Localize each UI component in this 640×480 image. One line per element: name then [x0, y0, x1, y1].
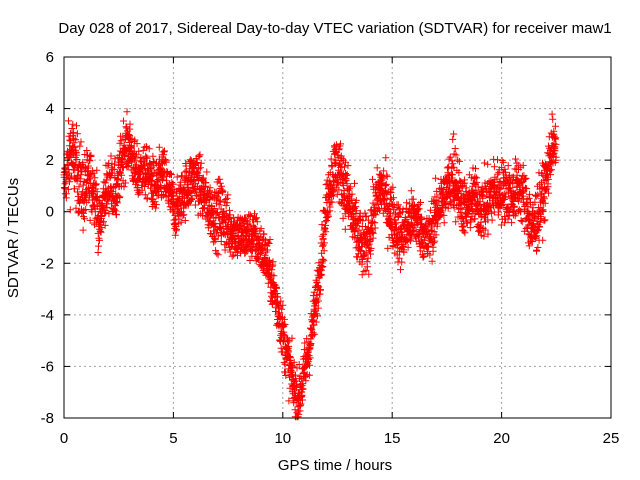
data-points [60, 108, 560, 421]
y-tick-label: 0 [46, 204, 54, 221]
x-tick-label: 15 [384, 430, 401, 447]
y-axis-label: SDTVAR / TECUs [5, 178, 22, 298]
x-tick-label: 5 [169, 430, 177, 447]
x-tick-label: 10 [274, 430, 291, 447]
y-tick-label: -2 [41, 255, 54, 272]
chart-title: Day 028 of 2017, Sidereal Day-to-day VTE… [58, 20, 611, 37]
y-tick-label: -8 [41, 410, 54, 427]
y-tick-label: 2 [46, 152, 54, 169]
x-tick-label: 0 [60, 430, 68, 447]
axis-ticks: 0 5 10 15 20 25 -8 -6 -4 -2 0 2 4 6 [41, 49, 620, 447]
data-series [60, 108, 560, 421]
y-tick-label: -4 [41, 307, 54, 324]
x-tick-label: 20 [493, 430, 510, 447]
x-tick-label: 25 [603, 430, 620, 447]
y-tick-label: 4 [46, 101, 54, 118]
plot-frame [63, 56, 612, 419]
y-tick-label: -6 [41, 358, 54, 375]
x-axis-label: GPS time / hours [278, 457, 392, 474]
y-tick-label: 6 [46, 49, 54, 66]
